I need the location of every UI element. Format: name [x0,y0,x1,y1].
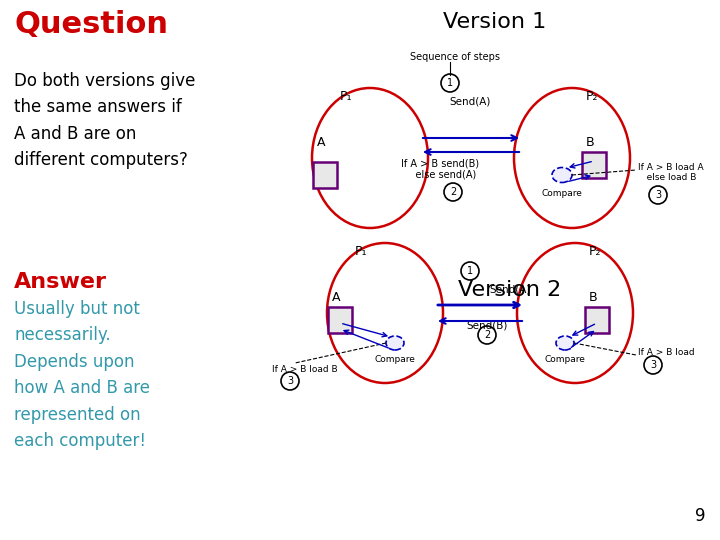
Bar [313,162,337,188]
Ellipse shape [556,336,574,350]
Text: If A > B load: If A > B load [638,348,695,357]
Text: P₁: P₁ [355,245,367,258]
Bar [582,152,606,178]
Bar [328,307,352,333]
Circle shape [644,356,662,374]
Circle shape [281,372,299,390]
Text: B: B [589,291,598,304]
Text: Question: Question [14,10,168,39]
Text: P₂: P₂ [589,245,601,258]
Text: 1: 1 [467,266,473,276]
Text: Compare: Compare [544,355,585,364]
Text: Send(A): Send(A) [449,97,491,107]
Text: B: B [586,136,595,149]
Circle shape [478,326,496,344]
Text: P₁: P₁ [340,90,353,103]
Text: A: A [332,291,341,304]
Text: If A > B load B: If A > B load B [272,365,338,374]
Text: Version 1: Version 1 [444,12,546,32]
Text: Sequence of steps: Sequence of steps [410,52,500,62]
Text: Answer: Answer [14,272,107,292]
Text: Usually but not
necessarily.
Depends upon
how A and B are
represented on
each co: Usually but not necessarily. Depends upo… [14,300,150,450]
Ellipse shape [552,167,572,183]
Text: P₂: P₂ [586,90,598,103]
Text: If A > B send(B)
    else send(A): If A > B send(B) else send(A) [401,158,479,180]
Text: 9: 9 [696,507,706,525]
Text: 3: 3 [655,190,661,200]
Circle shape [441,74,459,92]
Circle shape [649,186,667,204]
Text: 2: 2 [450,187,456,197]
Text: 3: 3 [287,376,293,386]
Text: 3: 3 [650,360,656,370]
Text: Compare: Compare [374,355,415,364]
Circle shape [444,183,462,201]
Text: Compare: Compare [541,189,582,198]
Circle shape [461,262,479,280]
Ellipse shape [386,336,404,350]
Text: If A > B load A
   else load B: If A > B load A else load B [638,163,703,183]
Text: Send(A): Send(A) [490,285,531,295]
Text: A: A [317,136,325,149]
Bar [585,307,609,333]
Text: Version 2: Version 2 [459,280,562,300]
Text: Do both versions give
the same answers if
A and B are on
different computers?: Do both versions give the same answers i… [14,72,195,169]
Text: Send(B): Send(B) [467,321,508,331]
Text: 2: 2 [484,330,490,340]
Text: 1: 1 [447,78,453,88]
